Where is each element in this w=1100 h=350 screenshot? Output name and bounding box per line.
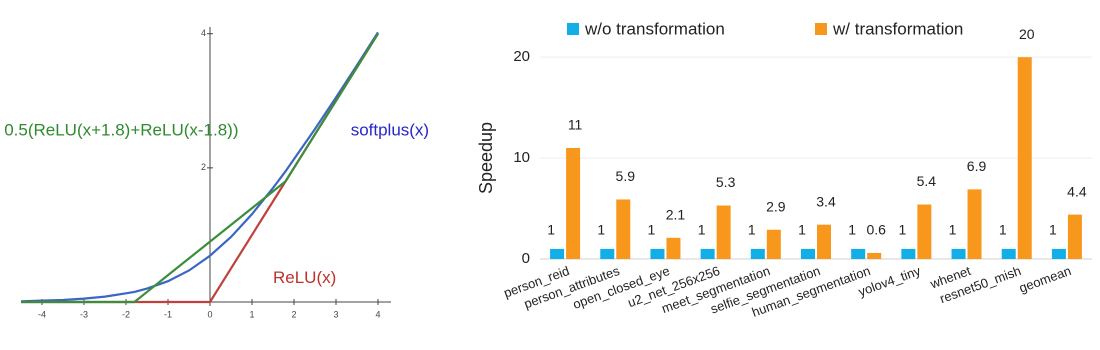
bar [951, 248, 966, 259]
bar [867, 252, 882, 259]
x-tick-label: -2 [122, 309, 130, 319]
x-tick-label: 3 [333, 309, 338, 319]
x-tick-label: geomean [1017, 263, 1073, 296]
y-tick-label: 4 [201, 28, 206, 38]
x-tick-label: 0 [207, 309, 212, 319]
legend-swatch [567, 23, 579, 35]
annotation: 0.5(ReLU(x+1.8)+ReLU(x-1.8)) [4, 120, 238, 139]
data-label: 1 [999, 222, 1007, 238]
bar [750, 248, 765, 259]
bar [801, 248, 815, 259]
x-tick-label: -3 [80, 309, 88, 319]
x-tick-label: -4 [38, 309, 46, 319]
data-label: 2.9 [766, 198, 786, 214]
y-tick-label: 20 [513, 48, 530, 65]
data-label: 1 [898, 222, 906, 238]
annotation: ReLU(x) [273, 268, 336, 287]
data-label: 3.4 [816, 193, 836, 209]
bar [1001, 248, 1016, 259]
data-label: 5.3 [716, 174, 736, 190]
data-label: 4.4 [1067, 183, 1087, 199]
data-label: 1 [949, 222, 957, 238]
x-tick-label: 1 [249, 309, 254, 319]
bar [600, 248, 615, 259]
bar [1067, 214, 1082, 259]
bar [967, 189, 982, 259]
data-label: 1 [848, 222, 856, 238]
legend-swatch [815, 23, 827, 35]
y-tick-label: 10 [513, 149, 530, 166]
function-line [21, 33, 379, 304]
bar [917, 204, 932, 259]
x-tick-label: 2 [291, 309, 296, 319]
data-label: 20 [1019, 26, 1035, 42]
annotation: softplus(x) [351, 120, 429, 139]
data-label: 1 [698, 222, 706, 238]
data-label: 5.9 [616, 168, 636, 184]
data-label: 1 [648, 222, 656, 238]
bar [1017, 57, 1032, 259]
x-tick-label: -1 [164, 309, 172, 319]
bar [1051, 248, 1066, 259]
bar [851, 248, 866, 259]
data-label: 0.6 [866, 222, 886, 238]
data-label: 6.9 [967, 158, 987, 174]
data-label: 5.4 [917, 173, 937, 189]
bar [566, 148, 581, 259]
y-tick-label: 2 [201, 162, 206, 172]
data-label: 1 [597, 222, 605, 238]
bar [700, 248, 715, 259]
data-label: 1 [748, 222, 756, 238]
bar [550, 248, 565, 259]
legend-label: w/ transformation [832, 19, 963, 38]
data-label: 1 [547, 222, 555, 238]
data-label: 1 [1049, 222, 1057, 238]
bar [766, 229, 781, 259]
bar [716, 205, 731, 259]
y-axis-label: Speedup [476, 122, 496, 194]
data-label: 1 [798, 222, 806, 238]
data-label: 2.1 [666, 207, 686, 223]
x-tick-label: 4 [375, 309, 380, 319]
bar [901, 248, 916, 259]
data-label: 11 [568, 117, 583, 133]
bar [616, 199, 631, 259]
bar [817, 224, 831, 259]
bar [650, 248, 665, 259]
y-tick-label: 0 [522, 250, 530, 267]
legend-label: w/o transformation [584, 19, 725, 38]
bar [666, 237, 681, 259]
function-line [20, 31, 379, 303]
